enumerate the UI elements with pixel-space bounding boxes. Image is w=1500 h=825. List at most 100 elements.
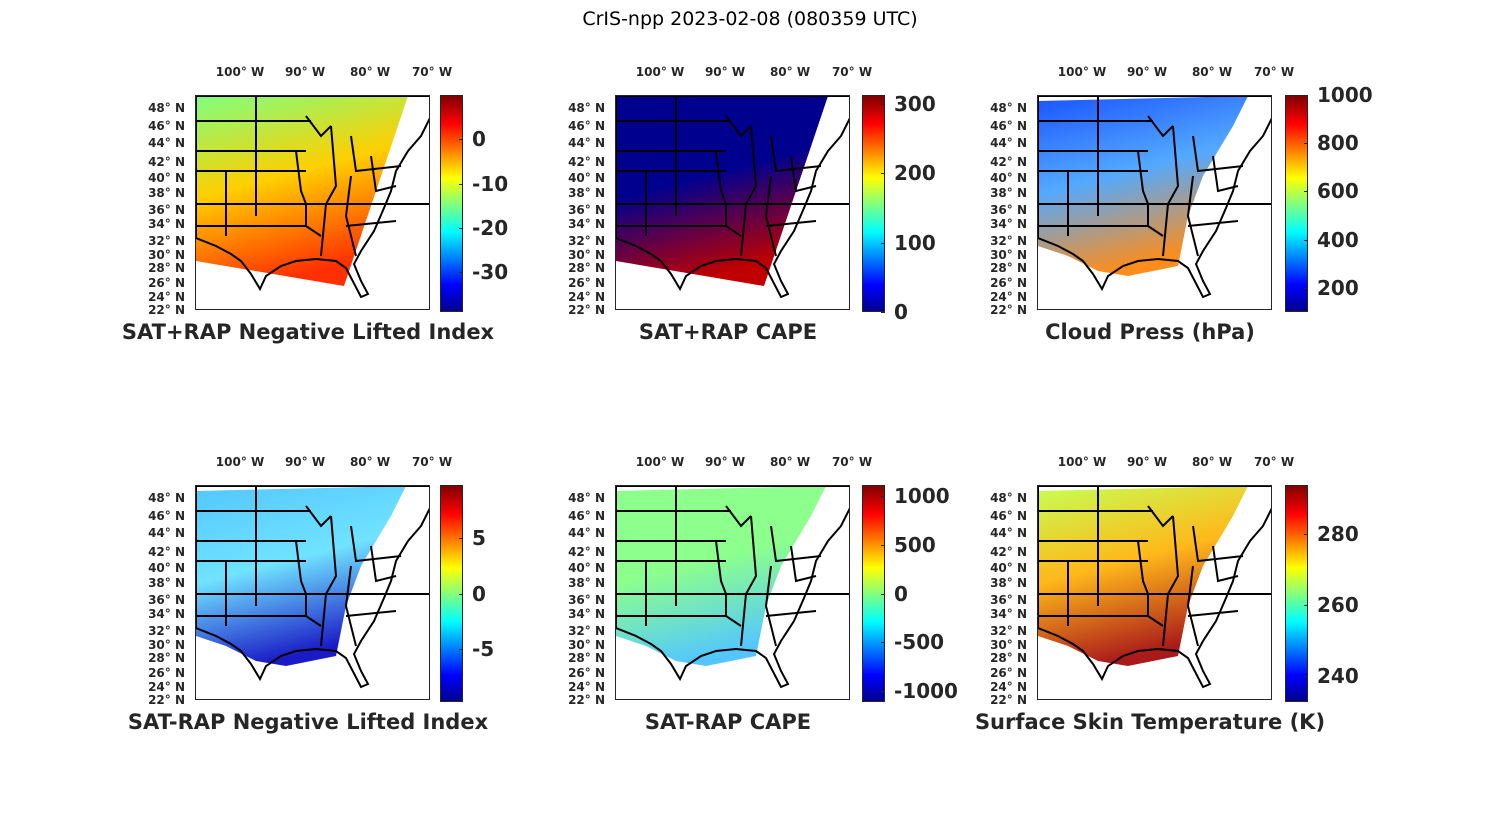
state-border (320, 515, 338, 647)
state-border (616, 225, 742, 237)
lon-tick-label: 80° W (1191, 65, 1233, 79)
colorbar-tick-label: 0 (894, 300, 908, 324)
colorbar-tick-label: -30 (472, 260, 509, 285)
map-plot (1038, 96, 1271, 299)
colorbar-tick (881, 691, 885, 693)
lat-tick-label: 24° N (148, 290, 185, 304)
lat-tick-label: 34° N (568, 217, 605, 231)
map-axes (615, 95, 850, 310)
coastline (616, 486, 849, 689)
colorbar (440, 95, 463, 312)
state-border (1162, 515, 1180, 647)
state-border (344, 565, 357, 647)
lat-tick-label: 24° N (568, 680, 605, 694)
lat-tick-label: 22° N (990, 693, 1027, 707)
colorbar-tick-label: -500 (894, 630, 945, 655)
map-axes (1037, 485, 1272, 700)
lat-tick-label: 24° N (568, 290, 605, 304)
state-border (765, 220, 817, 227)
lat-tick-label: 34° N (568, 607, 605, 621)
state-border (715, 540, 727, 616)
lat-tick-label: 46° N (568, 119, 605, 133)
panel-title: SAT-RAP Negative Lifted Index (127, 710, 489, 734)
state-border (616, 615, 742, 627)
map-plot (196, 96, 429, 299)
map-axes (615, 485, 850, 700)
colorbar-tick-label: 0 (472, 127, 486, 152)
lat-tick-label: 44° N (148, 136, 185, 150)
lat-tick-label: 38° N (148, 576, 185, 590)
lat-tick-label: 46° N (568, 509, 605, 523)
lat-tick-label: 26° N (148, 666, 185, 680)
lat-tick-label: 28° N (568, 261, 605, 275)
colorbar-tick-label: 500 (894, 532, 936, 557)
colorbar-tick (1304, 287, 1308, 289)
colorbar-tick-label: 5 (472, 525, 486, 550)
panel-title: SAT-RAP CAPE (644, 710, 812, 734)
state-border (1186, 175, 1199, 257)
lat-tick-label: 38° N (568, 186, 605, 200)
colorbar-tick (881, 544, 885, 546)
colorbar-tick-label: 260 (1317, 592, 1359, 617)
colorbar-tick-label: -10 (472, 171, 509, 196)
lat-tick-label: 44° N (568, 136, 605, 150)
lat-tick-label: 44° N (990, 136, 1027, 150)
lat-tick-label: 38° N (990, 576, 1027, 590)
state-border (1186, 565, 1199, 647)
lat-tick-label: 44° N (990, 526, 1027, 540)
map-plot (1038, 486, 1271, 689)
colorbar-tick (881, 642, 885, 644)
colorbar-tick-label: 200 (1317, 275, 1359, 300)
state-border (345, 220, 397, 227)
colorbar-tick (881, 593, 885, 595)
colorbar (1285, 95, 1308, 312)
state-border (305, 115, 332, 138)
coastline (1038, 96, 1271, 299)
lat-tick-label: 24° N (148, 680, 185, 694)
colorbar-tick (1304, 95, 1308, 96)
lat-tick-label: 28° N (568, 651, 605, 665)
lat-tick-label: 48° N (568, 491, 605, 505)
state-border (1137, 150, 1149, 226)
colorbar-tick (881, 104, 885, 105)
state-border (725, 115, 752, 138)
coastline (196, 96, 429, 299)
colorbar-tick (1304, 239, 1308, 241)
colorbar-tick (459, 139, 463, 141)
state-border (764, 175, 777, 257)
lat-tick-label: 34° N (148, 217, 185, 231)
lat-tick-label: 42° N (148, 545, 185, 559)
state-border (790, 545, 817, 583)
colorbar-tick (1304, 676, 1308, 678)
colorbar-tick (881, 173, 885, 175)
lat-tick-label: 22° N (990, 303, 1027, 317)
state-border (305, 505, 332, 528)
lat-tick-label: 48° N (148, 101, 185, 115)
lat-tick-label: 40° N (148, 561, 185, 575)
lat-tick-label: 32° N (148, 624, 185, 638)
lon-tick-label: 90° W (704, 65, 746, 79)
state-border (1038, 225, 1164, 237)
map-axes (1037, 95, 1272, 310)
lat-tick-label: 32° N (990, 234, 1027, 248)
lon-tick-label: 70° W (411, 65, 453, 79)
colorbar-tick (1304, 533, 1308, 535)
colorbar (862, 95, 885, 312)
lat-tick-label: 32° N (990, 624, 1027, 638)
lat-tick-label: 28° N (990, 261, 1027, 275)
lat-tick-label: 36° N (568, 593, 605, 607)
colorbar-tick-label: 200 (894, 161, 936, 186)
lon-tick-label: 100° W (215, 65, 265, 79)
state-border (370, 155, 397, 193)
lon-tick-label: 100° W (215, 455, 265, 469)
lat-tick-label: 32° N (568, 624, 605, 638)
lon-tick-label: 100° W (1057, 455, 1107, 469)
lat-tick-label: 40° N (148, 171, 185, 185)
state-border (350, 525, 402, 563)
lat-tick-label: 44° N (148, 526, 185, 540)
map-plot (616, 96, 849, 299)
state-border (715, 150, 727, 226)
lat-tick-label: 28° N (990, 651, 1027, 665)
figure-title: CrIS-npp 2023-02-08 (080359 UTC) (582, 8, 918, 30)
lat-tick-label: 36° N (990, 593, 1027, 607)
